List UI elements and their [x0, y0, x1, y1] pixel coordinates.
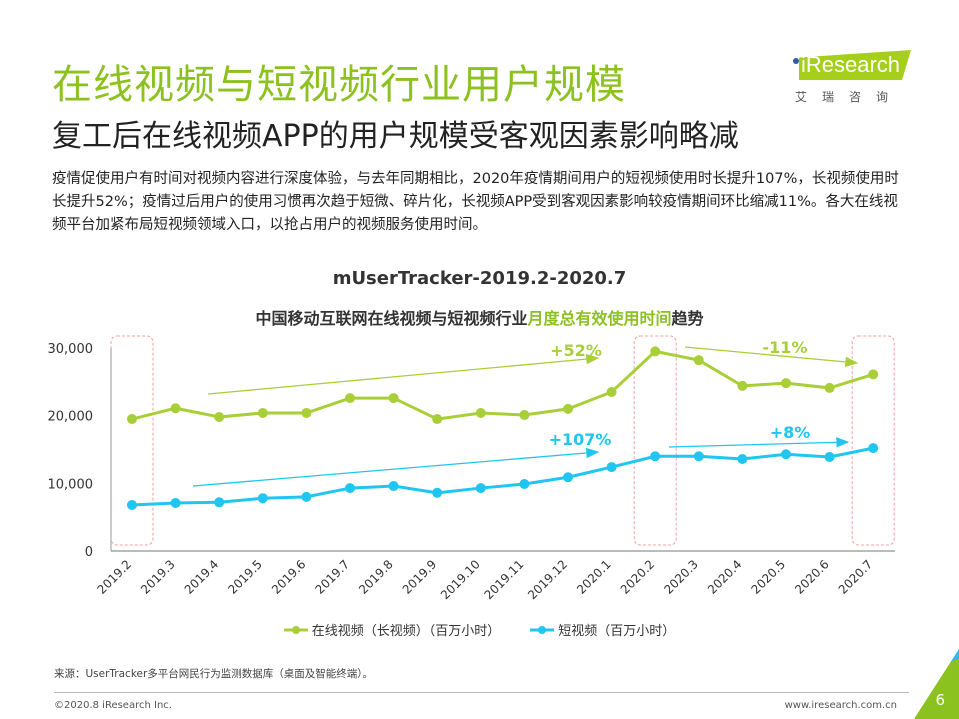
data-point	[737, 380, 748, 391]
data-point	[214, 497, 225, 508]
data-point	[345, 483, 355, 494]
data-point	[301, 491, 312, 502]
page-number: 6	[935, 691, 945, 709]
data-point	[563, 403, 573, 414]
x-tick-label: 2020.7	[836, 557, 876, 597]
y-tick-label: 30,000	[48, 342, 94, 357]
data-point	[345, 393, 355, 404]
data-point	[388, 481, 399, 492]
data-point	[170, 497, 181, 508]
trend-arrow	[684, 346, 859, 368]
y-tick-label: 10,000	[48, 477, 94, 492]
iresearch-logo: iResearch 艾瑞咨询	[793, 50, 923, 108]
chart-title: mUserTracker-2019.2-2020.7	[332, 268, 627, 289]
highlight-box	[110, 335, 154, 546]
legend-item-long-video: 在线视频（长视频）（百万小时）	[283, 620, 500, 639]
data-point	[170, 403, 181, 414]
data-point	[257, 407, 268, 418]
data-point	[606, 386, 617, 397]
trend-arrow	[207, 353, 600, 395]
data-point	[388, 393, 399, 404]
trend-label: +107%	[549, 430, 612, 449]
data-point	[650, 451, 661, 462]
trend-label: +8%	[770, 423, 811, 442]
data-point	[781, 449, 791, 460]
x-tick-label: 2020.1	[574, 557, 614, 597]
x-tick-label: 2019.4	[182, 557, 222, 597]
data-point	[257, 493, 268, 504]
data-point	[737, 453, 748, 464]
legend: 在线视频（长视频）（百万小时） 短视频（百万小时）	[0, 620, 959, 639]
x-tick-label: 2019.3	[138, 557, 178, 597]
x-tick-label: 2020.3	[661, 557, 701, 597]
body-text: 疫情促使用户有时间对视频内容进行深度体验，与去年同期相比，2020年疫情期间用户…	[52, 171, 899, 233]
data-point	[432, 414, 443, 425]
x-tick-label: 2019.8	[356, 557, 396, 597]
x-tick-label: 2019.11	[482, 557, 527, 602]
data-point	[214, 412, 225, 423]
data-point	[606, 462, 617, 473]
x-tick-label: 2019.7	[313, 557, 353, 597]
data-point	[301, 407, 312, 418]
chart-subtitle: 中国移动互联网在线视频与短视频行业月度总有效使用时间趋势	[255, 309, 704, 328]
trend-label: -11%	[763, 338, 808, 357]
data-point	[519, 479, 530, 490]
data-point	[519, 409, 530, 420]
page-subtitle: 复工后在线视频APP的用户规模受客观因素影响略减	[52, 119, 739, 154]
x-tick-label: 2020.6	[792, 557, 832, 597]
x-tick-label: 2020.5	[749, 557, 789, 597]
data-point	[824, 451, 835, 462]
trend-arrow	[192, 447, 600, 487]
y-tick-label: 20,000	[48, 410, 94, 425]
data-point	[868, 369, 879, 380]
series-line-0	[131, 349, 874, 421]
highlight-box	[851, 335, 895, 546]
source-note: 来源：UserTracker多平台网民行为监测数据库（桌面及智能终端）。	[54, 668, 374, 680]
x-tick-label: 2019.2	[95, 557, 135, 597]
footer-divider	[54, 692, 909, 693]
x-tick-label: 2020.2	[618, 557, 658, 597]
data-point	[781, 378, 791, 389]
data-point	[868, 443, 879, 454]
y-tick-label: 0	[85, 545, 93, 560]
data-point	[475, 407, 486, 418]
data-point	[824, 382, 835, 393]
x-tick-label: 2019.9	[400, 557, 440, 597]
trend-label: +52%	[550, 341, 602, 360]
highlight-box	[633, 335, 677, 546]
data-point	[127, 499, 137, 510]
data-point	[432, 487, 443, 498]
x-tick-label: 2019.6	[269, 557, 309, 597]
data-point	[475, 483, 486, 494]
logo-cn: 艾瑞咨询	[795, 90, 904, 104]
series-line-1	[131, 446, 874, 507]
data-point	[693, 451, 704, 462]
data-point	[693, 355, 704, 366]
website-link[interactable]: www.iresearch.com.cn	[784, 700, 897, 711]
data-point	[563, 472, 573, 483]
copyright: ©2020.8 iResearch Inc.	[54, 700, 172, 711]
legend-item-short-video: 短视频（百万小时）	[530, 620, 675, 639]
x-tick-label: 2019.12	[525, 557, 570, 602]
x-tick-label: 2020.4	[705, 557, 745, 597]
x-tick-label: 2019.5	[225, 557, 265, 597]
page-title: 在线视频与短视频行业用户规模	[52, 62, 626, 108]
trend-arrow	[668, 437, 850, 448]
data-point	[127, 414, 137, 425]
logo-text: iResearch	[801, 52, 901, 77]
x-tick-label: 2019.10	[438, 557, 483, 602]
data-point	[650, 346, 661, 357]
